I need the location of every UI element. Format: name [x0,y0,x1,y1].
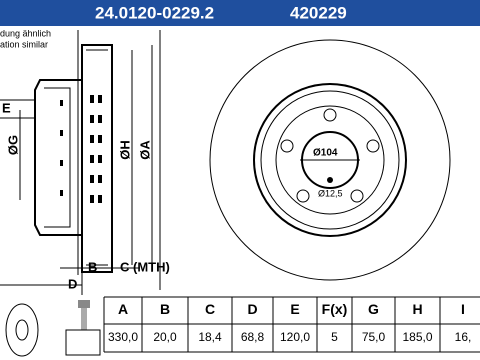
front-view [209,39,451,281]
table-header: F(x) [322,301,348,317]
table-value: 18,4 [198,330,222,344]
table-value: 16, [455,330,472,344]
table-header: A [118,301,128,317]
table-value: 68,8 [241,330,265,344]
table-header: C [205,301,215,317]
cross-section [0,30,161,295]
icons [5,300,101,357]
table-header: H [412,301,422,317]
table-value: 120,0 [280,330,310,344]
label-h: ØH [117,140,132,160]
table-header: I [461,301,465,317]
bolt-hole-label: Ø12,5 [318,188,343,198]
note: ation similar [0,39,48,49]
table-value: 5 [331,330,338,344]
center-bore-label: Ø104 [313,148,338,159]
table-header: G [368,301,379,317]
label-g: ØG [5,135,20,155]
label-c: C (MTH) [120,259,170,274]
table-header: D [247,301,257,317]
table-value: 330,0 [108,330,138,344]
table-value: 20,0 [153,330,177,344]
part-number: 24.0120-0229.2 [95,3,214,22]
note: dung ähnlich [0,28,51,38]
table-header: B [160,301,170,317]
table-value: 185,0 [402,330,432,344]
spec-table: A 330,0 B 20,0 C 18,4 D 68,8 E 120,0 F(x) 5 G 75,0 H 18… [103,296,480,353]
label-e: E [2,100,11,115]
label-a: ØA [137,140,152,160]
table-header: E [290,301,299,317]
ref-number: 420229 [290,3,347,22]
table-value: 75,0 [362,330,386,344]
label-b: B [88,259,97,274]
label-d: D [68,276,77,291]
header-bar [0,0,480,26]
